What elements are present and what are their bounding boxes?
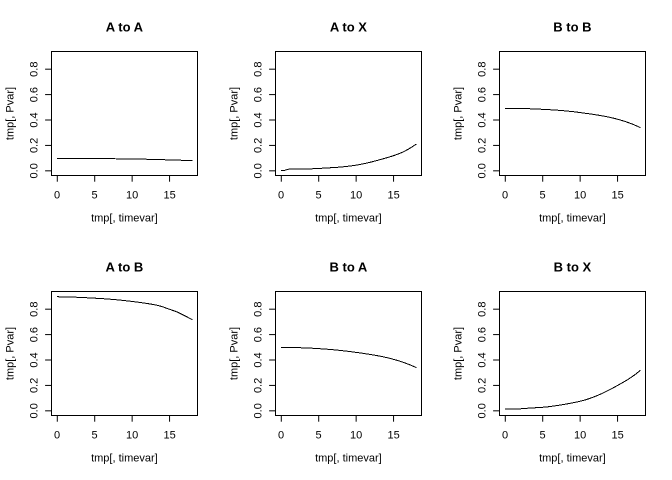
svg-text:0.6: 0.6: [253, 87, 265, 102]
svg-text:0.0: 0.0: [253, 403, 265, 418]
svg-text:A to X: A to X: [330, 20, 367, 35]
svg-text:tmp[, Pvar]: tmp[, Pvar]: [229, 87, 241, 140]
svg-text:10: 10: [126, 190, 138, 202]
svg-text:0: 0: [502, 190, 508, 202]
svg-text:tmp[, Pvar]: tmp[, Pvar]: [453, 87, 465, 140]
svg-text:0.0: 0.0: [29, 403, 41, 418]
svg-text:0.4: 0.4: [477, 112, 489, 127]
svg-text:0.8: 0.8: [29, 62, 41, 77]
svg-text:0.8: 0.8: [253, 62, 265, 77]
svg-text:15: 15: [163, 430, 175, 442]
svg-text:B to X: B to X: [554, 260, 592, 275]
svg-text:0.2: 0.2: [29, 378, 41, 393]
svg-text:tmp[, timevar]: tmp[, timevar]: [315, 453, 382, 465]
svg-text:0.4: 0.4: [29, 352, 41, 367]
svg-text:0.8: 0.8: [29, 302, 41, 317]
svg-text:0.2: 0.2: [477, 378, 489, 393]
svg-text:0.2: 0.2: [477, 138, 489, 153]
svg-text:10: 10: [350, 430, 362, 442]
svg-text:tmp[, Pvar]: tmp[, Pvar]: [453, 327, 465, 380]
svg-text:0.6: 0.6: [477, 327, 489, 342]
svg-text:0.2: 0.2: [253, 378, 265, 393]
svg-text:15: 15: [611, 190, 623, 202]
svg-text:10: 10: [350, 190, 362, 202]
svg-text:0.0: 0.0: [477, 163, 489, 178]
svg-text:5: 5: [92, 430, 98, 442]
svg-text:5: 5: [316, 430, 322, 442]
svg-text:0.4: 0.4: [253, 352, 265, 367]
svg-text:tmp[, Pvar]: tmp[, Pvar]: [5, 327, 17, 380]
svg-text:0.8: 0.8: [253, 302, 265, 317]
svg-text:15: 15: [387, 430, 399, 442]
svg-text:5: 5: [540, 430, 546, 442]
svg-text:tmp[, Pvar]: tmp[, Pvar]: [5, 87, 17, 140]
svg-text:A to A: A to A: [106, 20, 144, 35]
svg-text:0.4: 0.4: [29, 112, 41, 127]
svg-text:0.2: 0.2: [29, 138, 41, 153]
svg-text:0.0: 0.0: [29, 163, 41, 178]
svg-text:tmp[, timevar]: tmp[, timevar]: [539, 453, 606, 465]
svg-text:0: 0: [502, 430, 508, 442]
svg-text:tmp[, timevar]: tmp[, timevar]: [91, 453, 158, 465]
svg-text:tmp[, Pvar]: tmp[, Pvar]: [229, 327, 241, 380]
svg-text:tmp[, timevar]: tmp[, timevar]: [539, 213, 606, 225]
svg-text:tmp[, timevar]: tmp[, timevar]: [91, 213, 158, 225]
svg-text:B to A: B to A: [330, 260, 368, 275]
svg-text:0.6: 0.6: [253, 327, 265, 342]
svg-text:10: 10: [574, 430, 586, 442]
svg-text:0.0: 0.0: [477, 403, 489, 418]
svg-text:10: 10: [126, 430, 138, 442]
svg-text:0.8: 0.8: [477, 62, 489, 77]
svg-text:0: 0: [54, 430, 60, 442]
svg-text:0.2: 0.2: [253, 138, 265, 153]
svg-text:B to B: B to B: [553, 20, 591, 35]
svg-text:A to B: A to B: [106, 260, 144, 275]
svg-text:tmp[, timevar]: tmp[, timevar]: [315, 213, 382, 225]
svg-text:5: 5: [316, 190, 322, 202]
svg-text:0.6: 0.6: [29, 327, 41, 342]
svg-text:0: 0: [278, 190, 284, 202]
svg-text:0.6: 0.6: [29, 87, 41, 102]
svg-text:10: 10: [574, 190, 586, 202]
svg-text:15: 15: [387, 190, 399, 202]
svg-text:0: 0: [54, 190, 60, 202]
svg-text:0.8: 0.8: [477, 302, 489, 317]
svg-text:15: 15: [611, 430, 623, 442]
svg-text:0.6: 0.6: [477, 87, 489, 102]
svg-text:0: 0: [278, 430, 284, 442]
svg-text:0.4: 0.4: [477, 352, 489, 367]
svg-text:0.4: 0.4: [253, 112, 265, 127]
svg-text:5: 5: [540, 190, 546, 202]
svg-text:5: 5: [92, 190, 98, 202]
svg-text:0.0: 0.0: [253, 163, 265, 178]
svg-text:15: 15: [163, 190, 175, 202]
